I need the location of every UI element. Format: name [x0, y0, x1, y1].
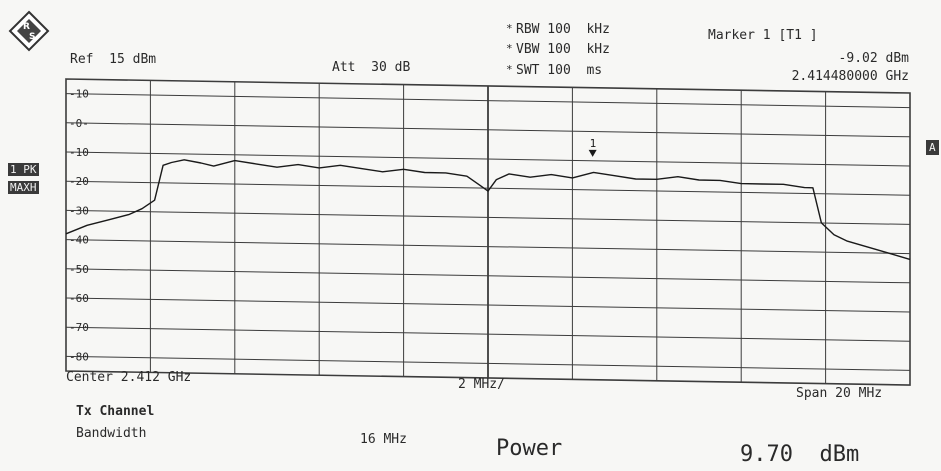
grid-line-horizontal [65, 151, 911, 167]
y-tick-label: -20 [69, 175, 89, 188]
per-division-label: 2 MHz/ [458, 377, 505, 392]
y-tick-label: -40 [69, 234, 89, 247]
span-label: Span 20 MHz [796, 386, 883, 401]
power-label: Power [496, 436, 563, 461]
swt-star: * [506, 63, 513, 76]
rohde-schwarz-logo: R S [8, 10, 50, 52]
rbw-label: RBW 100 kHz [516, 22, 610, 37]
power-value: 9.70 dBm [740, 442, 860, 467]
rbw-star: * [506, 22, 513, 35]
trigger-a-tag: A [926, 140, 939, 155]
y-tick-label: -10 [69, 146, 89, 159]
y-tick-label: -80 [69, 350, 89, 363]
y-tick-label: -50 [69, 263, 89, 276]
grid-line-horizontal [65, 355, 911, 371]
y-tick-label: -70 [69, 321, 89, 334]
trace-detector-tag: 1 PK [8, 163, 39, 176]
marker-frequency: 2.414480000 GHz [791, 69, 909, 84]
grid-line-horizontal [65, 297, 911, 313]
grid-line-horizontal [65, 180, 911, 196]
marker-1-label: 1 [590, 137, 597, 150]
vbw-label: VBW 100 kHz [516, 42, 610, 57]
marker-level: -9.02 dBm [838, 51, 909, 66]
grid-line-horizontal [65, 209, 911, 225]
y-tick-label: -60 [69, 292, 89, 305]
svg-text:S: S [29, 32, 35, 42]
grid-line-horizontal [65, 239, 911, 255]
y-tick-label: -10 [69, 88, 89, 101]
plot-frame [65, 78, 911, 386]
swt-label: SWT 100 ms [516, 63, 603, 78]
y-tick-label: -0- [69, 117, 89, 130]
marker-title: Marker 1 [T1 ] [708, 28, 818, 43]
svg-text:R: R [23, 22, 30, 32]
y-tick-label: -30 [69, 204, 89, 217]
attenuation-label: Att 30 dB [332, 60, 411, 75]
bandwidth-label: Bandwidth [76, 426, 147, 441]
grid-line-horizontal [65, 268, 911, 284]
vbw-star: * [506, 42, 513, 55]
marker-1-triangle [588, 149, 597, 157]
grid-line-horizontal [65, 326, 911, 342]
grid-line-horizontal [65, 122, 911, 138]
tx-channel-label: Tx Channel [76, 404, 155, 419]
ref-level-label: Ref 15 dBm [70, 52, 157, 67]
bandwidth-value: 16 MHz [360, 432, 407, 447]
trace-mode-tag: MAXH [8, 181, 39, 194]
spectrum-trace [65, 159, 911, 261]
center-frequency-label: Center 2.412 GHz [66, 370, 192, 385]
grid-line-horizontal [65, 93, 911, 109]
